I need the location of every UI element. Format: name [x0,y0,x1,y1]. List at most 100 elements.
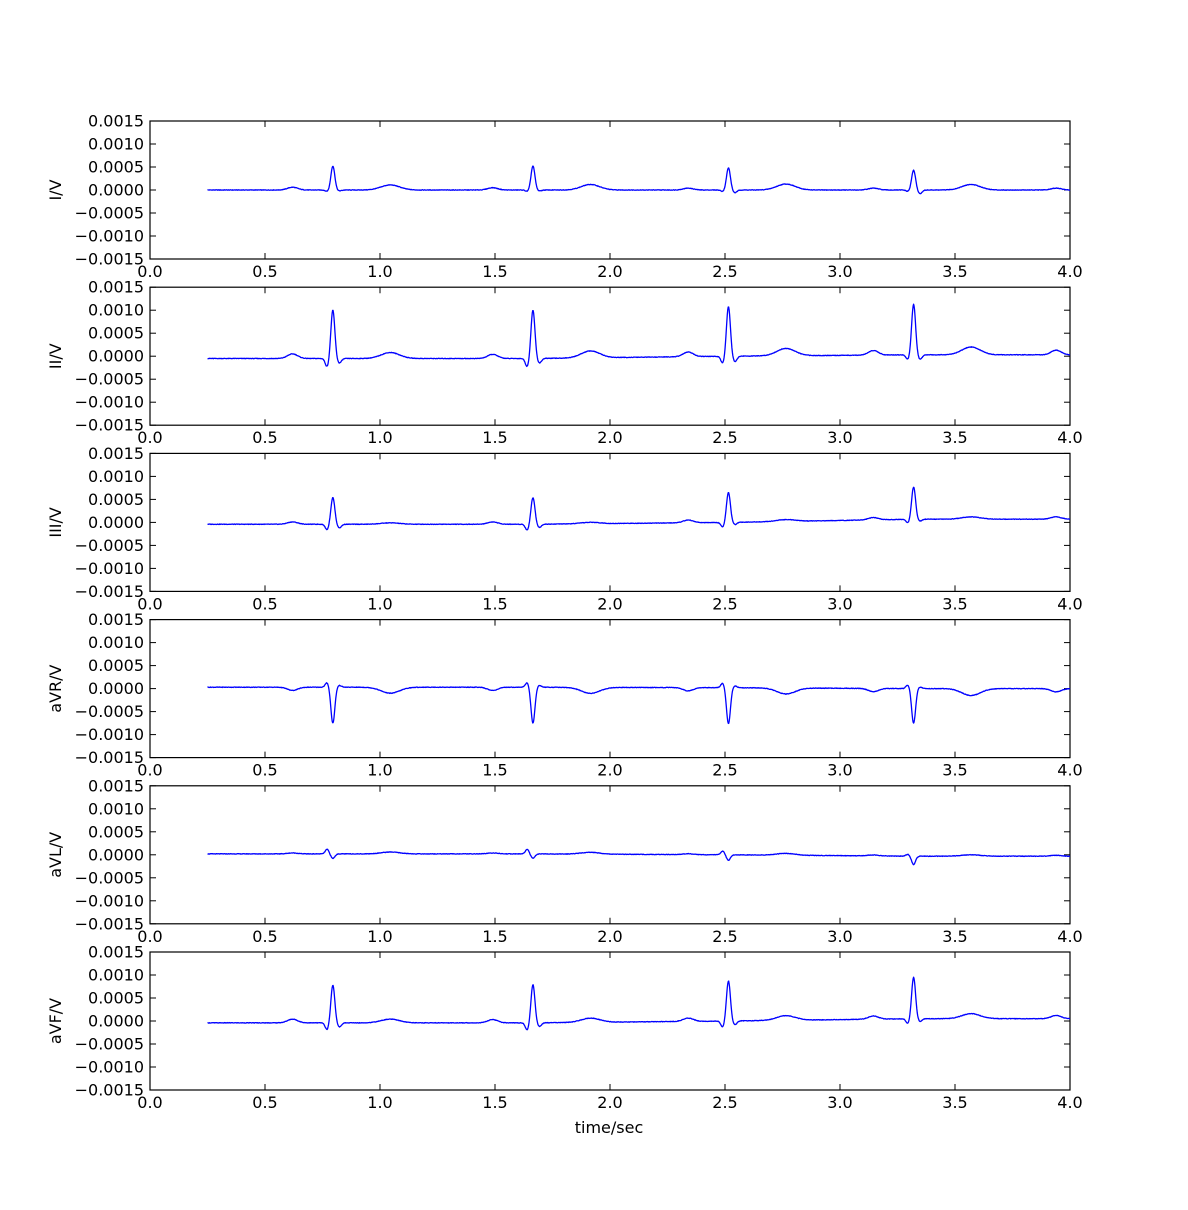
x-tick-label: 0.0 [137,927,162,946]
ecg-panel: 0.0 0.5 1.0 1.5 2.0 2.5 3.0 3.5 4.0 0.0015 0.0010 0… [46,610,1083,780]
y-tick-label: 0.0015 [88,444,144,463]
x-tick-label: 0.5 [252,761,277,780]
y-tick-label: −0.0015 [75,1081,144,1100]
y-axis-label: aVF/V [46,998,65,1044]
x-tick-label: 2.0 [597,428,622,447]
x-tick-label: 1.5 [482,594,507,613]
ecg-trace [207,303,1071,368]
x-tick-label: 3.0 [827,1093,852,1112]
x-tick-label: 1.0 [367,1093,392,1112]
x-tick-label: 4.0 [1057,761,1082,780]
y-tick-label: −0.0010 [75,1058,144,1077]
x-tick-label: 0.0 [137,1093,162,1112]
x-tick-label: 0.0 [137,428,162,447]
y-tick-label: 0.0005 [88,989,144,1008]
x-tick-label: 2.0 [597,594,622,613]
x-tick-label: 2.0 [597,761,622,780]
x-tick-label: 2.5 [712,761,737,780]
ecg-trace [207,682,1071,725]
ecg-panel: 0.0 0.5 1.0 1.5 2.0 2.5 3.0 3.5 4.0 0.0015 0.0010 0… [46,776,1083,946]
x-tick-label: 4.0 [1057,262,1082,281]
x-tick-label: 1.0 [367,428,392,447]
x-tick-label: 4.0 [1057,428,1082,447]
x-tick-label: 2.5 [712,1093,737,1112]
x-tick-label: 3.0 [827,428,852,447]
ecg-trace [207,486,1071,531]
ecg-trace [207,848,1071,866]
ecg-panel: 0.0 0.5 1.0 1.5 2.0 2.5 3.0 3.5 4.0 0.0015 0.0010 0… [46,444,1083,614]
x-tick-label: 1.5 [482,1093,507,1112]
x-tick-label: 4.0 [1057,1093,1082,1112]
ecg-trace [207,165,1071,195]
x-tick-label: 1.0 [367,927,392,946]
x-tick-label: 2.5 [712,262,737,281]
x-tick-label: 2.0 [597,262,622,281]
x-tick-label: 2.0 [597,927,622,946]
y-tick-label: 0.0010 [88,966,144,985]
y-tick-label: 0.0010 [88,633,144,652]
y-tick-label: 0.0010 [88,799,144,818]
y-tick-label: −0.0005 [75,536,144,555]
y-tick-label: 0.0005 [88,656,144,675]
y-tick-label: −0.0015 [75,582,144,601]
y-tick-label: −0.0010 [75,891,144,910]
x-tick-label: 0.5 [252,428,277,447]
y-tick-label: 0.0005 [88,158,144,177]
y-tick-label: 0.0000 [88,181,144,200]
x-tick-label: 2.5 [712,594,737,613]
y-tick-label: 0.0015 [88,776,144,795]
x-tick-label: 0.5 [252,1093,277,1112]
y-tick-label: −0.0015 [75,416,144,435]
x-tick-label: 1.0 [367,761,392,780]
y-tick-label: 0.0010 [88,467,144,486]
x-tick-label: 1.5 [482,262,507,281]
y-tick-label: −0.0015 [75,914,144,933]
x-tick-label: 0.0 [137,761,162,780]
x-tick-label: 0.0 [137,594,162,613]
x-tick-label: 0.0 [137,262,162,281]
y-tick-label: 0.0015 [88,278,144,297]
x-tick-label: 3.5 [942,594,967,613]
y-tick-label: −0.0010 [75,393,144,412]
y-axis-label: aVL/V [46,832,65,878]
x-tick-label: 2.5 [712,927,737,946]
y-tick-label: 0.0000 [88,513,144,532]
y-tick-label: 0.0000 [88,679,144,698]
y-tick-label: −0.0015 [75,748,144,767]
y-tick-label: 0.0015 [88,610,144,629]
ecg-panel: 0.0 0.5 1.0 1.5 2.0 2.5 3.0 3.5 4.0 0.0015 0.0010 0… [46,278,1083,448]
x-tick-label: 1.0 [367,594,392,613]
x-tick-label: 4.0 [1057,594,1082,613]
x-tick-label: 3.5 [942,927,967,946]
y-tick-label: 0.0005 [88,324,144,343]
y-tick-label: 0.0010 [88,135,144,154]
x-tick-label: 3.0 [827,761,852,780]
y-tick-label: −0.0010 [75,227,144,246]
y-tick-label: 0.0005 [88,822,144,841]
x-tick-label: 1.0 [367,262,392,281]
ecg-panel: 0.0 0.5 1.0 1.5 2.0 2.5 3.0 3.5 4.0 0.0015 0.0010 0… [46,943,1083,1113]
y-tick-label: 0.0000 [88,845,144,864]
y-tick-label: −0.0005 [75,370,144,389]
y-tick-label: −0.0005 [75,1035,144,1054]
y-tick-label: 0.0015 [88,943,144,962]
x-tick-label: 4.0 [1057,927,1082,946]
x-tick-label: 3.5 [942,761,967,780]
x-tick-label: 3.5 [942,1093,967,1112]
y-tick-label: 0.0005 [88,490,144,509]
x-tick-label: 3.0 [827,594,852,613]
y-axis-label: aVR/V [46,664,65,712]
x-tick-label: 1.5 [482,428,507,447]
y-tick-label: −0.0005 [75,868,144,887]
y-tick-label: −0.0005 [75,702,144,721]
ecg-trace [207,976,1071,1031]
panels: 0.0 0.5 1.0 1.5 2.0 2.5 3.0 3.5 4.0 0.0015 0.0010 0… [46,112,1083,1113]
x-tick-label: 3.5 [942,262,967,281]
y-tick-label: −0.0005 [75,204,144,223]
y-tick-label: −0.0010 [75,559,144,578]
x-tick-label: 1.5 [482,927,507,946]
y-tick-label: 0.0000 [88,347,144,366]
y-tick-label: 0.0015 [88,112,144,131]
y-tick-label: 0.0010 [88,301,144,320]
x-tick-label: 0.5 [252,594,277,613]
